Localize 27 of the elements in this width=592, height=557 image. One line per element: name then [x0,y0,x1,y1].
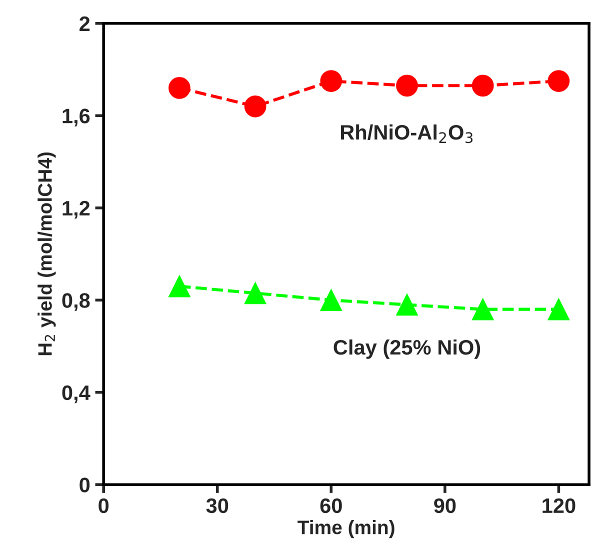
x-tick-label: 0 [98,498,109,514]
y-axis-title: H$_{2}$ yield (mol/molCH4) [38,152,56,356]
point [244,282,266,304]
y-tick-label: 1,2 [62,200,90,219]
point [320,70,342,92]
y-tick-label: 2 [80,16,90,31]
x-tick-label: 30 [206,498,228,514]
point [320,289,342,312]
point [548,298,570,320]
y-tick-label: 0,4 [62,385,90,404]
x-tick-label: 60 [320,498,342,514]
point [472,298,494,320]
x-tick-label: 120 [542,498,576,514]
point [168,77,190,99]
point [396,294,418,316]
series-label: Rh/NiO-Al$_{2}$O$_{3}$ [340,124,473,144]
point [168,275,190,298]
point [244,95,266,118]
y-tick-label: 0,8 [62,293,90,311]
y-tick-label: 0 [80,478,90,492]
x-axis-title: Time (min) [298,520,394,538]
point [472,74,494,97]
point [396,74,418,97]
point [548,70,570,92]
x-tick-label: 90 [434,498,456,514]
series-label: Clay (25% NiO) [334,339,480,359]
y-tick-label: 1,6 [62,108,90,126]
